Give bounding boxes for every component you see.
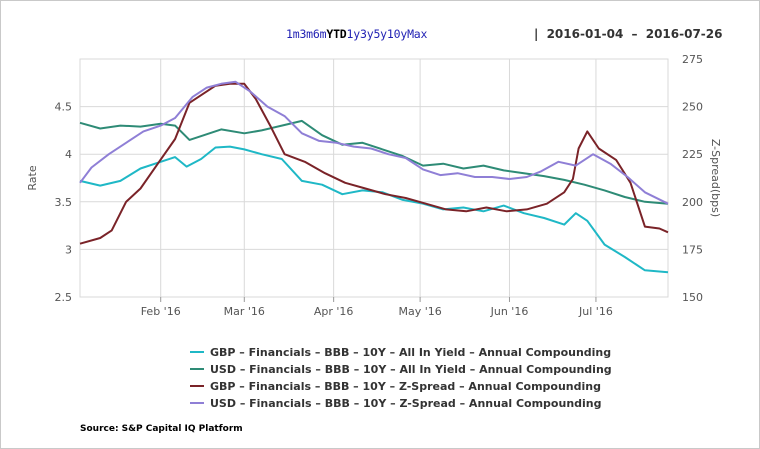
range-button-1y[interactable]: 1y (346, 27, 361, 41)
date-to[interactable]: 2016-07-26 (645, 27, 723, 41)
range-button-ytd[interactable]: YTD (326, 27, 347, 41)
range-selector: 1m3m6mYTD1y3y5y10yMax (286, 27, 427, 43)
range-button-max[interactable]: Max (407, 27, 428, 41)
range-button-3y[interactable]: 3y (359, 27, 374, 41)
date-range: | 2016-01-04 – 2016-07-26 (534, 27, 726, 41)
range-button-6m[interactable]: 6m (312, 27, 327, 41)
range-button-1m[interactable]: 1m (286, 27, 300, 41)
range-separator: | (534, 27, 539, 41)
date-dash: – (631, 27, 638, 41)
source-note: Source: S&P Capital IQ Platform (80, 424, 243, 434)
range-button-5y[interactable]: 5y (373, 27, 387, 41)
date-from[interactable]: 2016-01-04 (546, 27, 624, 41)
range-button-10y[interactable]: 10y (386, 27, 408, 41)
range-button-3m[interactable]: 3m (299, 27, 313, 41)
